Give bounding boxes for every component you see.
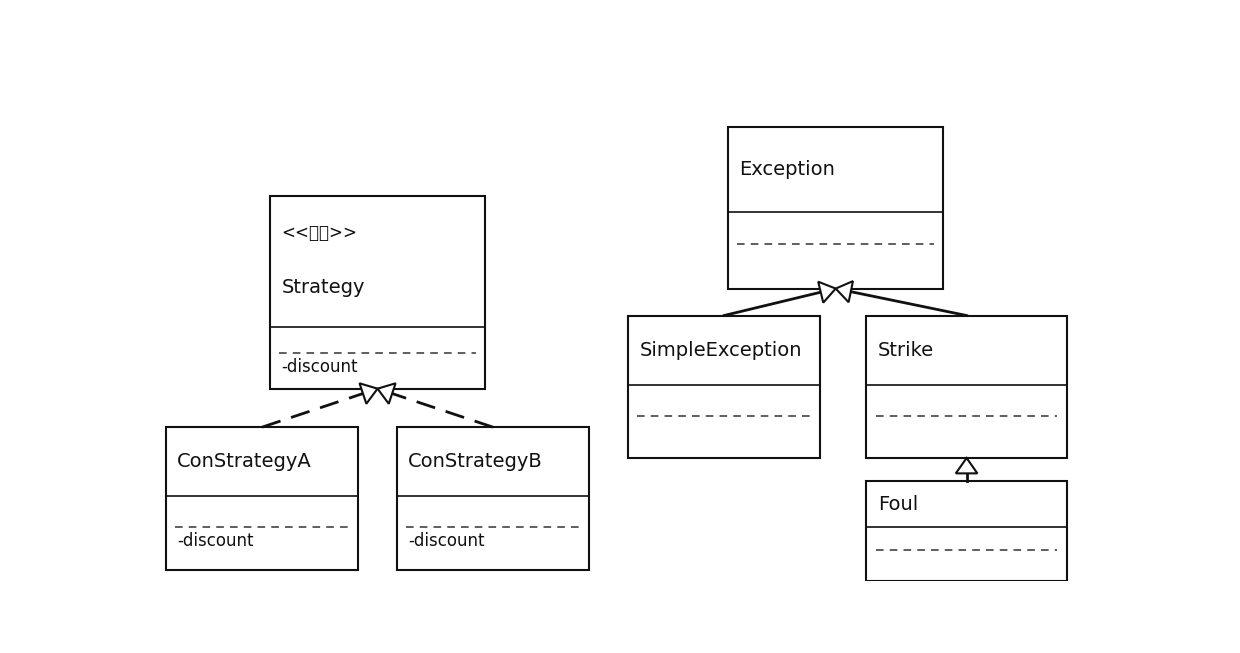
- Text: Strike: Strike: [878, 341, 934, 360]
- Bar: [270, 196, 485, 389]
- Text: Foul: Foul: [878, 495, 919, 514]
- Text: Strategy: Strategy: [281, 278, 365, 297]
- Text: ConStrategyB: ConStrategyB: [408, 453, 543, 471]
- Polygon shape: [818, 281, 836, 302]
- Text: -discount: -discount: [281, 358, 358, 375]
- Bar: [867, 315, 1066, 458]
- Bar: [166, 427, 358, 569]
- Polygon shape: [956, 458, 977, 473]
- Bar: [627, 315, 821, 458]
- Text: ConStrategyA: ConStrategyA: [177, 453, 312, 471]
- Polygon shape: [377, 383, 396, 404]
- Polygon shape: [360, 383, 377, 404]
- Text: -discount: -discount: [177, 532, 254, 550]
- Bar: [728, 127, 944, 289]
- Text: Exception: Exception: [739, 160, 836, 179]
- Text: <<接口>>: <<接口>>: [281, 224, 357, 242]
- Polygon shape: [836, 281, 853, 302]
- Text: -discount: -discount: [408, 532, 485, 550]
- Bar: [397, 427, 589, 569]
- Bar: [867, 481, 1066, 581]
- Text: SimpleException: SimpleException: [640, 341, 802, 360]
